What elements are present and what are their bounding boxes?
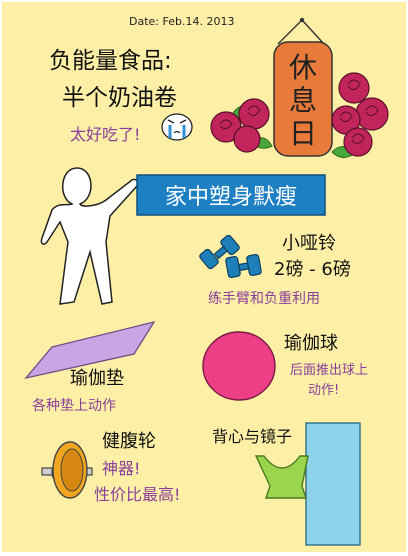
dumbbell-weight: 2磅 - 6磅 — [274, 259, 351, 280]
banner-text: 家中塑身默瘦 — [165, 185, 297, 210]
date-text: Date: Feb.14. 2013 — [129, 15, 234, 28]
rose-icon — [338, 72, 370, 104]
yoga-ball-note2: 动作! — [308, 383, 339, 398]
ab-wheel-icon — [41, 441, 93, 499]
dumbbell-note: 练手臂和负重利用 — [208, 291, 320, 307]
crying-face-icon — [161, 113, 193, 141]
yoga-ball-icon — [202, 331, 276, 401]
dumbbell-icon — [199, 234, 262, 279]
rest-day-sign: 休 息 日 — [210, 17, 389, 158]
ab-wheel-note2: 性价比最高! — [94, 485, 180, 504]
bra-mirror-name: 背心与镜子 — [212, 427, 292, 446]
title-banner: 家中塑身默瘦 — [136, 174, 326, 216]
yoga-mat-name: 瑜伽垫 — [70, 368, 124, 389]
yoga-mat-note: 各种垫上动作 — [32, 398, 116, 414]
illustration-canvas: Date: Feb.14. 2013 负能量食品: 半个奶油卷 太好吃了! 休 … — [24, 15, 389, 546]
yoga-ball-name: 瑜伽球 — [284, 333, 338, 354]
sign-char-3: 日 — [289, 117, 317, 150]
ab-wheel-name: 健腹轮 — [102, 431, 156, 452]
rose-icon — [238, 98, 270, 130]
rose-icon — [355, 97, 389, 131]
note-comment: 太好吃了! — [70, 125, 140, 144]
note-line1: 负能量食品: — [49, 48, 172, 74]
ab-wheel-note1: 神器! — [102, 459, 140, 478]
sign-char-2: 息 — [289, 84, 317, 117]
note-line2: 半个奶油卷 — [62, 85, 177, 111]
sign-char-1: 休 — [289, 51, 317, 84]
yoga-ball-note1: 后面推出球上 — [290, 363, 368, 378]
rose-icon — [343, 127, 373, 157]
dumbbell-name: 小哑铃 — [282, 233, 336, 254]
journal-page: Date: Feb.14. 2013 负能量食品: 半个奶油卷 太好吃了! 休 … — [2, 2, 406, 552]
sports-bra-icon — [254, 455, 309, 499]
rose-icon — [233, 125, 261, 153]
yoga-mat-icon — [24, 320, 156, 380]
stick-figure — [40, 167, 139, 305]
mirror-icon — [305, 422, 361, 546]
